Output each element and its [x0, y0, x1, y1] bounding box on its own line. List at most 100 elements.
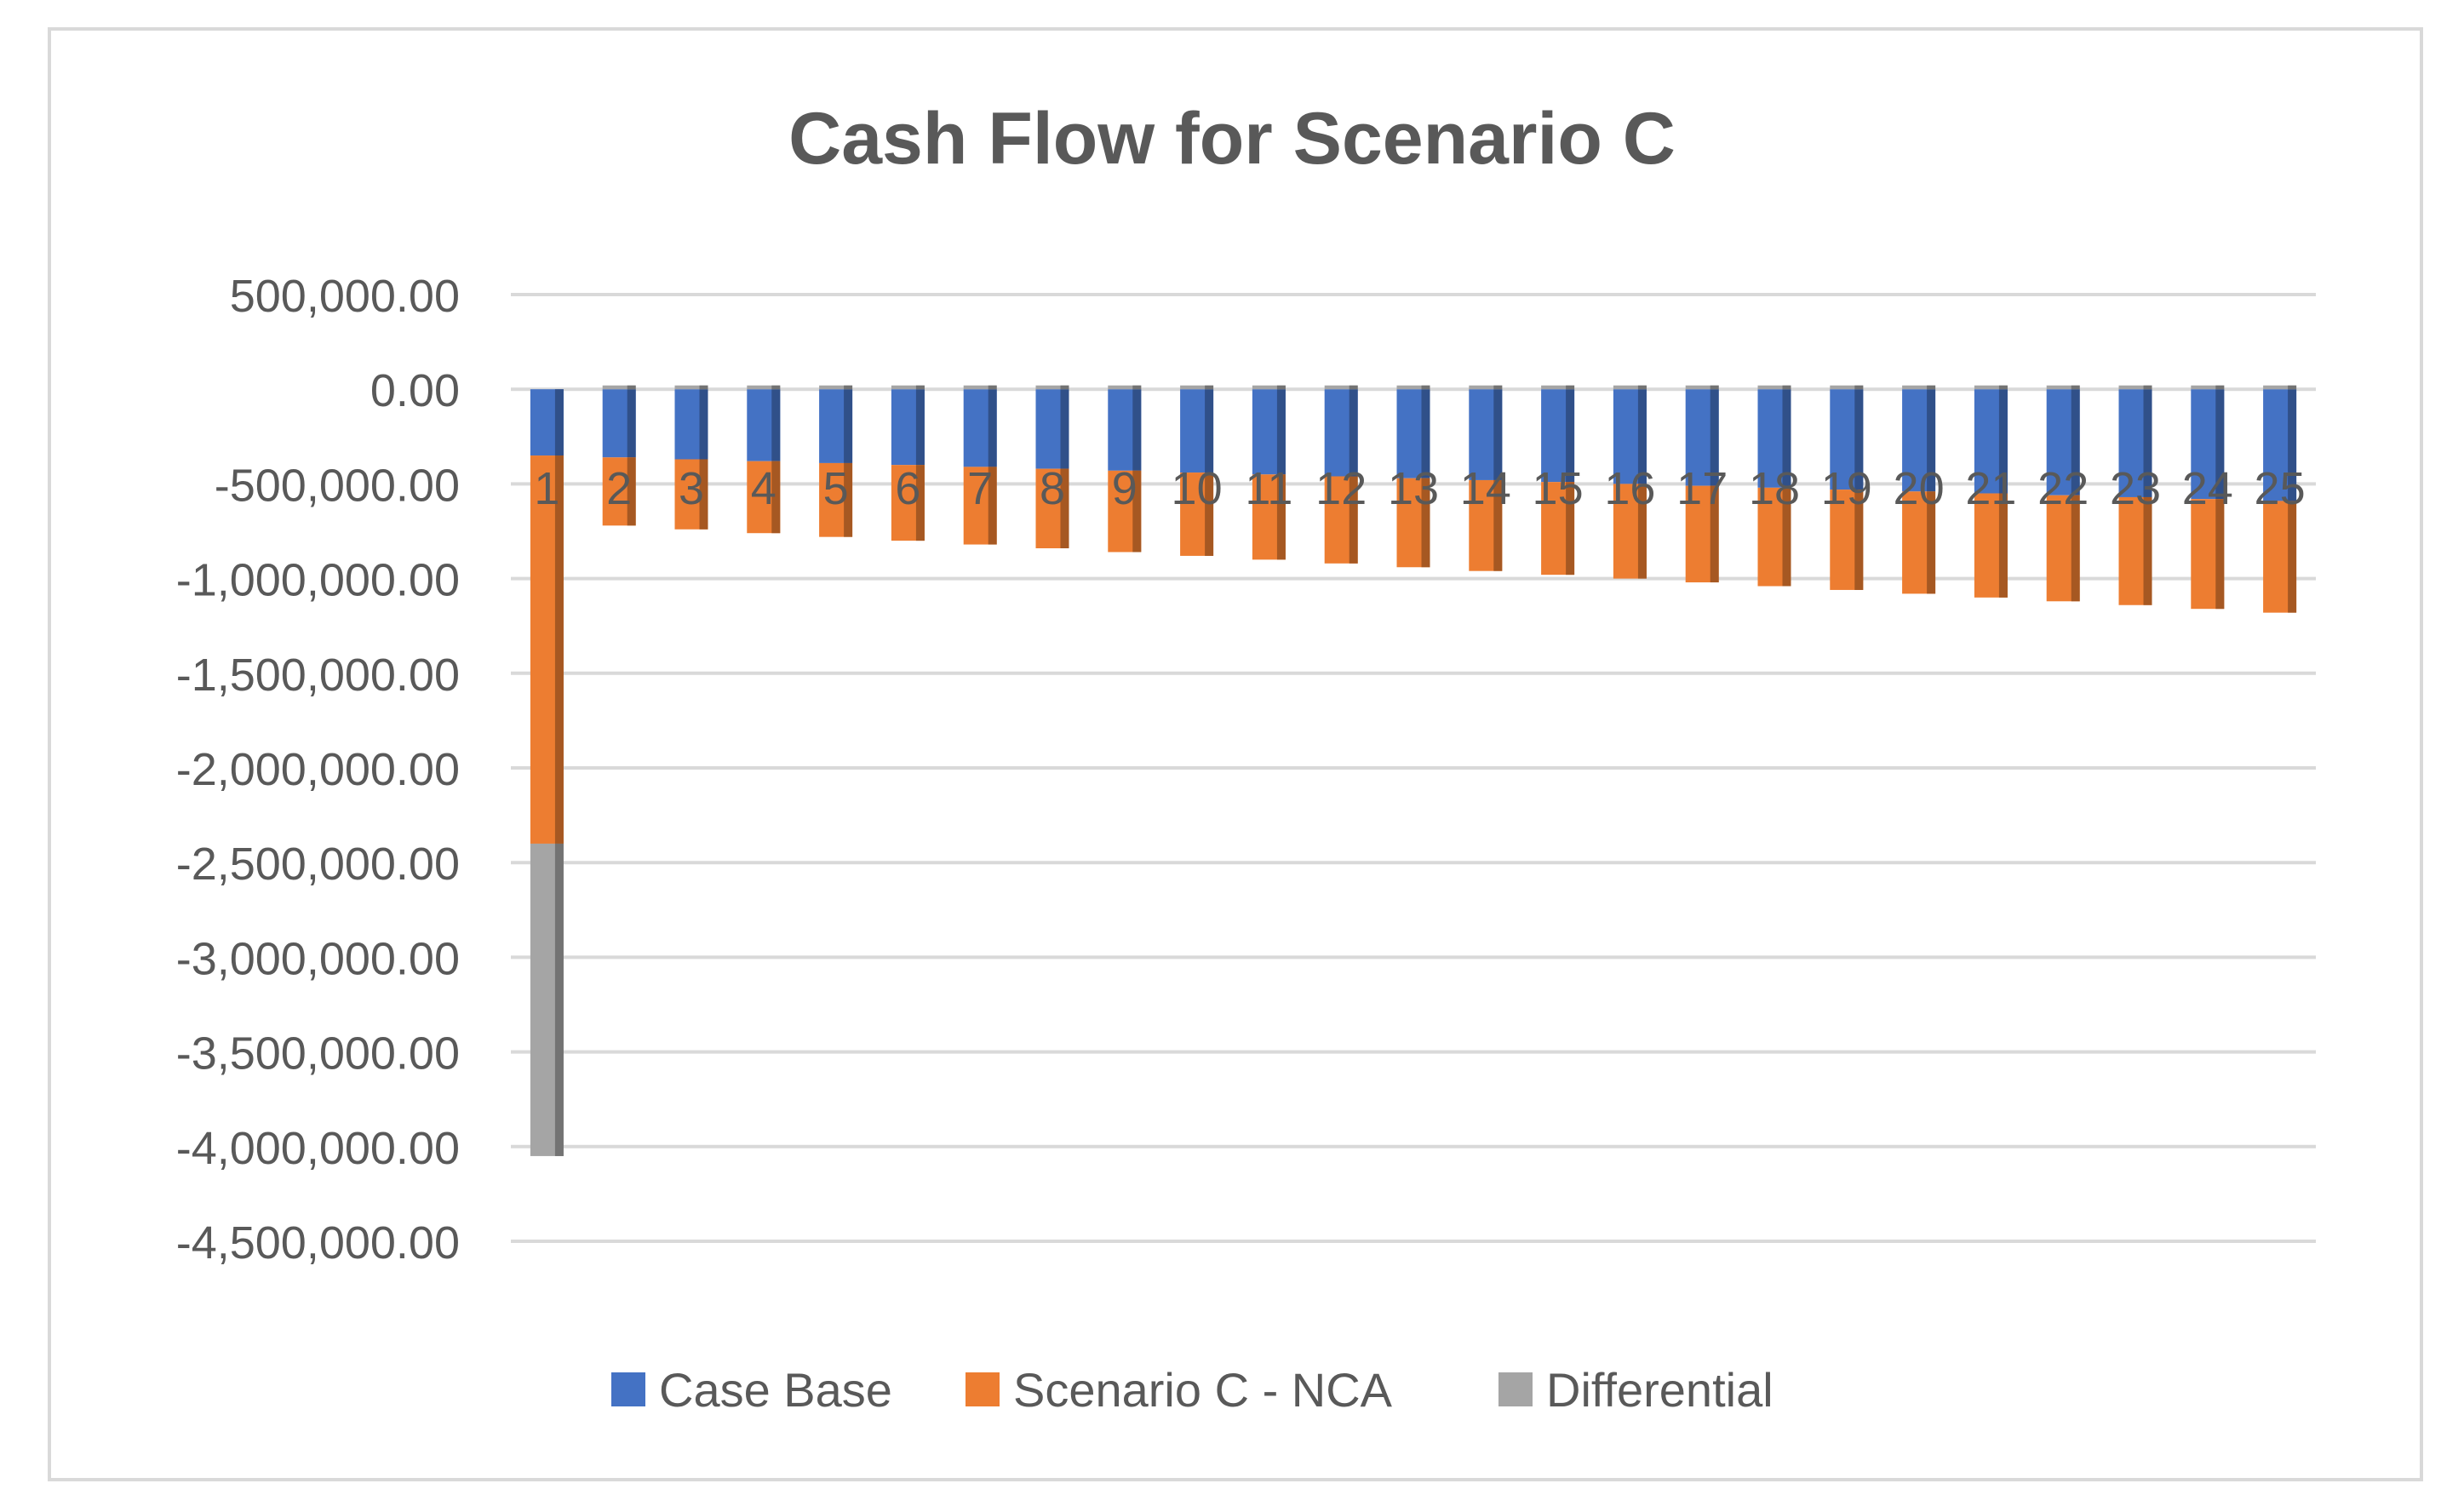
- bar-differential-side: [2143, 385, 2152, 390]
- bar-scenario-c-nca-side: [1205, 472, 1214, 556]
- chart-title: Cash Flow for Scenario C: [788, 98, 1676, 180]
- x-category-label: 23: [2110, 463, 2161, 514]
- bar-case-base-side: [2143, 389, 2152, 497]
- bar-differential-side: [1637, 385, 1647, 390]
- bar-differential-side: [1782, 385, 1791, 390]
- x-category-label: 9: [1112, 463, 1137, 514]
- bar-differential: [1902, 385, 1936, 390]
- bar-differential-side: [1854, 385, 1864, 390]
- x-category-label: 8: [1040, 463, 1065, 514]
- x-category-label: 11: [1245, 463, 1292, 514]
- bar-differential: [747, 385, 781, 390]
- bar-differential: [819, 385, 853, 390]
- x-category-label: 2: [606, 463, 632, 514]
- bar-differential-side: [554, 843, 564, 1156]
- bar-case-base-side: [1349, 389, 1358, 477]
- bar-scenario-c-nca-side: [1782, 487, 1791, 587]
- bar-scenario-c-nca-side: [1710, 485, 1719, 583]
- bar-differential-side: [988, 385, 997, 390]
- bar-differential-side: [1566, 385, 1575, 390]
- bar-differential: [674, 385, 708, 390]
- bar-differential: [1035, 385, 1069, 390]
- bar-scenario-c-nca-side: [1060, 468, 1069, 549]
- y-tick-label: 0.00: [370, 365, 460, 416]
- bar-differential: [2191, 385, 2225, 390]
- bar-differential-side: [1927, 385, 1936, 390]
- bar-scenario-c-nca-side: [1566, 482, 1575, 576]
- y-tick-label: -1,000,000.00: [176, 555, 460, 606]
- bar-scenario-c-nca-side: [2215, 499, 2225, 610]
- bar-differential: [2263, 385, 2297, 390]
- bar-scenario-c-nca-side: [915, 465, 925, 541]
- bar-differential-side: [1998, 385, 2008, 390]
- bar-differential-side: [1349, 385, 1358, 390]
- y-tick-label: -4,000,000.00: [176, 1123, 460, 1174]
- y-tick-label: -4,500,000.00: [176, 1217, 460, 1269]
- bar-case-base-side: [1493, 389, 1503, 480]
- bar-case-base-side: [699, 389, 708, 460]
- bar-differential-side: [627, 385, 636, 390]
- bar-case-base-side: [915, 389, 925, 466]
- bar-differential: [1830, 385, 1864, 390]
- bar-differential: [1469, 385, 1503, 390]
- legend-label-scenario-c-nca: Scenario C - NCA: [1013, 1363, 1393, 1417]
- bar-case-base-side: [988, 389, 997, 467]
- bar-differential: [1252, 385, 1286, 390]
- bar-differential: [963, 385, 997, 390]
- bar-scenario-c-nca-side: [1927, 491, 1936, 594]
- bar-case-base-side: [1998, 389, 2008, 494]
- bar-scenario-c-nca-side: [988, 467, 997, 545]
- bar-case-base-side: [1927, 389, 1936, 492]
- bar-differential: [1180, 385, 1214, 390]
- bar-differential: [1757, 385, 1791, 390]
- bar-differential-side: [1421, 385, 1430, 390]
- bar-differential-side: [2215, 385, 2225, 390]
- bar-differential: [1108, 385, 1142, 390]
- bar-differential-side: [1493, 385, 1503, 390]
- bar-differential: [1324, 385, 1358, 390]
- x-category-label: 17: [1676, 463, 1728, 514]
- bar-differential: [2046, 385, 2080, 390]
- bar-differential-side: [699, 385, 708, 390]
- bar-differential-side: [1205, 385, 1214, 390]
- bar-case-base-side: [1421, 389, 1430, 478]
- x-category-label: 10: [1172, 463, 1223, 514]
- bar-case-base-side: [2288, 389, 2297, 501]
- x-category-label: 18: [1749, 463, 1800, 514]
- bar-scenario-c-nca-side: [1854, 490, 1864, 590]
- x-category-label: 7: [967, 463, 993, 514]
- bar-differential: [891, 385, 925, 390]
- bar-case-base-side: [1710, 389, 1719, 486]
- y-tick-label: -3,000,000.00: [176, 933, 460, 984]
- bar-differential-side: [1132, 385, 1142, 390]
- bar-differential-side: [2288, 385, 2297, 390]
- bar-differential-side: [1710, 385, 1719, 390]
- bar-case-base-side: [771, 389, 781, 461]
- x-category-label: 5: [823, 463, 849, 514]
- bar-scenario-c-nca-side: [1998, 493, 2008, 598]
- bar-scenario-c-nca-side: [2143, 496, 2152, 605]
- legend-swatch-case-base: [611, 1372, 645, 1406]
- bar-differential-side: [1276, 385, 1286, 390]
- bar-scenario-c-nca-side: [844, 462, 853, 537]
- bar-scenario-c-nca-side: [771, 461, 781, 534]
- x-category-label: 1: [534, 463, 559, 514]
- bar-case-base-side: [554, 389, 564, 456]
- x-category-label: 25: [2255, 463, 2306, 514]
- bar-differential: [1974, 385, 2008, 390]
- bar-scenario-c-nca-side: [554, 455, 564, 844]
- x-category-label: 20: [1894, 463, 1945, 514]
- bar-scenario-c-nca-side: [1421, 478, 1430, 568]
- x-category-label: 24: [2182, 463, 2233, 514]
- bar-scenario-c-nca-side: [1132, 470, 1142, 553]
- bar-differential: [1685, 385, 1719, 390]
- bar-scenario-c-nca-side: [627, 457, 636, 526]
- bar-case-base-side: [844, 389, 853, 463]
- bar-case-base-side: [2215, 389, 2225, 500]
- bar-scenario-c-nca-side: [2071, 495, 2080, 602]
- bar-differential-side: [915, 385, 925, 390]
- bar-differential: [602, 385, 636, 390]
- x-category-label: 4: [751, 463, 776, 514]
- y-tick-label: -3,500,000.00: [176, 1028, 460, 1080]
